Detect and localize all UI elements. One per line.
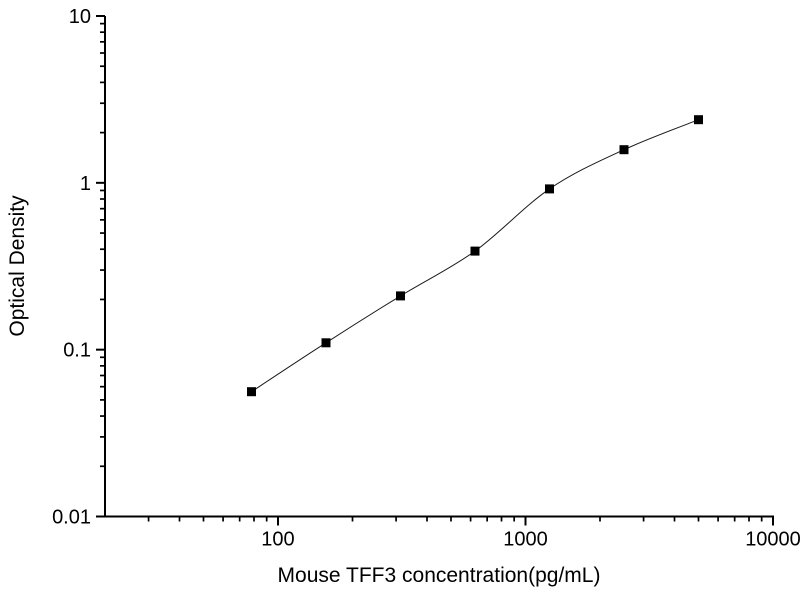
- x-axis-title: Mouse TFF3 concentration(pg/mL): [278, 564, 601, 587]
- y-tick-label: 1: [80, 173, 91, 195]
- data-point-marker: [694, 115, 703, 125]
- fitted-curve-line: [251, 119, 699, 393]
- data-point-marker: [396, 291, 405, 301]
- y-tick-label: 10: [69, 6, 91, 28]
- x-tick-label: 10000: [745, 529, 800, 551]
- data-point-marker: [545, 184, 554, 194]
- data-point-marker: [470, 246, 480, 256]
- y-axis-title: Optical Density: [6, 195, 29, 337]
- data-point-marker: [321, 338, 331, 348]
- x-tick-label: 100: [261, 529, 294, 551]
- y-tick-label: 0.1: [63, 340, 91, 362]
- data-point-marker: [247, 387, 256, 397]
- x-tick-label: 1000: [503, 529, 548, 551]
- plot-area: 100 1000 10000 10 1 0.1 0.01: [52, 6, 800, 551]
- data-point-marker: [619, 145, 629, 155]
- y-tick-label: 0.01: [52, 507, 91, 529]
